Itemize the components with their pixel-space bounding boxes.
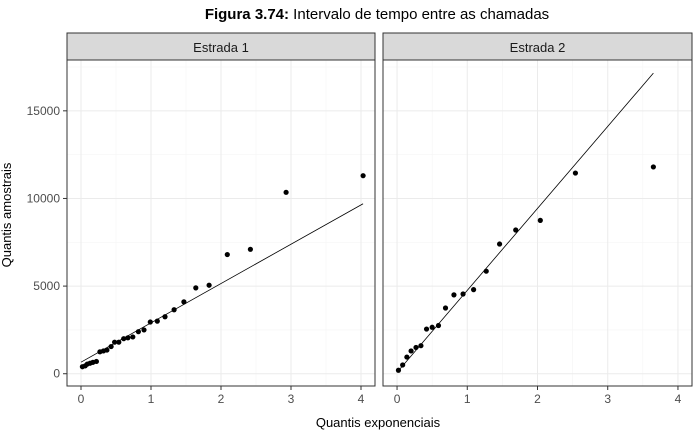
data-point xyxy=(470,287,477,293)
data-point xyxy=(193,285,199,291)
data-point xyxy=(283,189,289,195)
x-tick-label: 4 xyxy=(358,392,365,406)
facet-strip xyxy=(382,32,693,61)
data-point xyxy=(483,268,489,274)
data-point xyxy=(435,322,442,329)
y-tick-label: 10000 xyxy=(27,191,61,205)
y-tick-label: 5000 xyxy=(33,279,60,293)
data-point xyxy=(147,319,153,325)
data-point xyxy=(537,217,543,223)
data-point xyxy=(224,251,230,258)
data-point xyxy=(135,329,141,335)
x-tick-label: 4 xyxy=(675,392,682,406)
data-point xyxy=(496,241,503,247)
x-tick-label: 1 xyxy=(464,392,471,406)
data-point xyxy=(93,358,99,365)
x-tick-label: 0 xyxy=(394,392,401,406)
data-point xyxy=(572,170,579,176)
data-point xyxy=(104,347,110,353)
data-point xyxy=(404,354,410,360)
x-tick-label: 3 xyxy=(604,392,611,406)
reference-line xyxy=(396,72,654,373)
data-point xyxy=(154,318,160,324)
data-point xyxy=(429,324,435,330)
data-point xyxy=(108,343,114,350)
panel-2: Estrada 2 0 1 2 3 4 xyxy=(382,32,693,406)
panel-1: Estrada 1 0 1 2 3 4 0 5000 10000 15000 xyxy=(27,32,376,406)
data-point xyxy=(460,291,466,297)
data-point xyxy=(206,282,212,288)
data-point xyxy=(408,348,414,354)
data-point xyxy=(442,305,449,311)
data-point xyxy=(125,335,131,341)
data-point xyxy=(121,336,127,342)
data-point xyxy=(141,327,147,333)
x-tick-label: 2 xyxy=(218,392,225,406)
data-point xyxy=(247,246,253,252)
data-point xyxy=(423,326,430,332)
facet-strip-label: Estrada 2 xyxy=(510,40,566,55)
x-tick-label: 2 xyxy=(534,392,541,406)
x-tick-label: 0 xyxy=(78,392,85,406)
x-tick-label: 3 xyxy=(288,392,295,406)
facet-panels: Estrada 1 0 1 2 3 4 0 5000 10000 15000 Estrada 2 0 1… xyxy=(27,32,693,406)
figure-title-prefix: Figura 3.74: xyxy=(205,6,289,23)
y-tick-label: 15000 xyxy=(27,104,61,118)
data-point xyxy=(451,292,457,298)
data-point xyxy=(400,362,406,368)
x-tick-label: 1 xyxy=(148,392,155,406)
data-point xyxy=(395,367,402,373)
data-point xyxy=(650,164,656,170)
data-point xyxy=(360,173,366,179)
data-point xyxy=(413,344,419,351)
data-point xyxy=(181,299,187,305)
figure-title-text: Intervalo de tempo entre as chamadas xyxy=(289,6,549,23)
data-point xyxy=(130,334,136,340)
facet-strip-label: Estrada 1 xyxy=(193,40,249,55)
y-axis-label: Quantis amostrais xyxy=(0,162,14,267)
data-point xyxy=(116,339,122,345)
data-point xyxy=(162,314,168,320)
data-point xyxy=(112,339,118,345)
y-tick-label: 0 xyxy=(53,367,60,381)
data-point xyxy=(171,307,177,313)
figure-title: Figura 3.74: Intervalo de tempo entre as… xyxy=(205,6,549,23)
data-point xyxy=(418,343,424,349)
data-point xyxy=(513,227,519,233)
x-axis-label: Quantis exponenciais xyxy=(316,415,441,430)
facet-strip xyxy=(66,32,376,61)
